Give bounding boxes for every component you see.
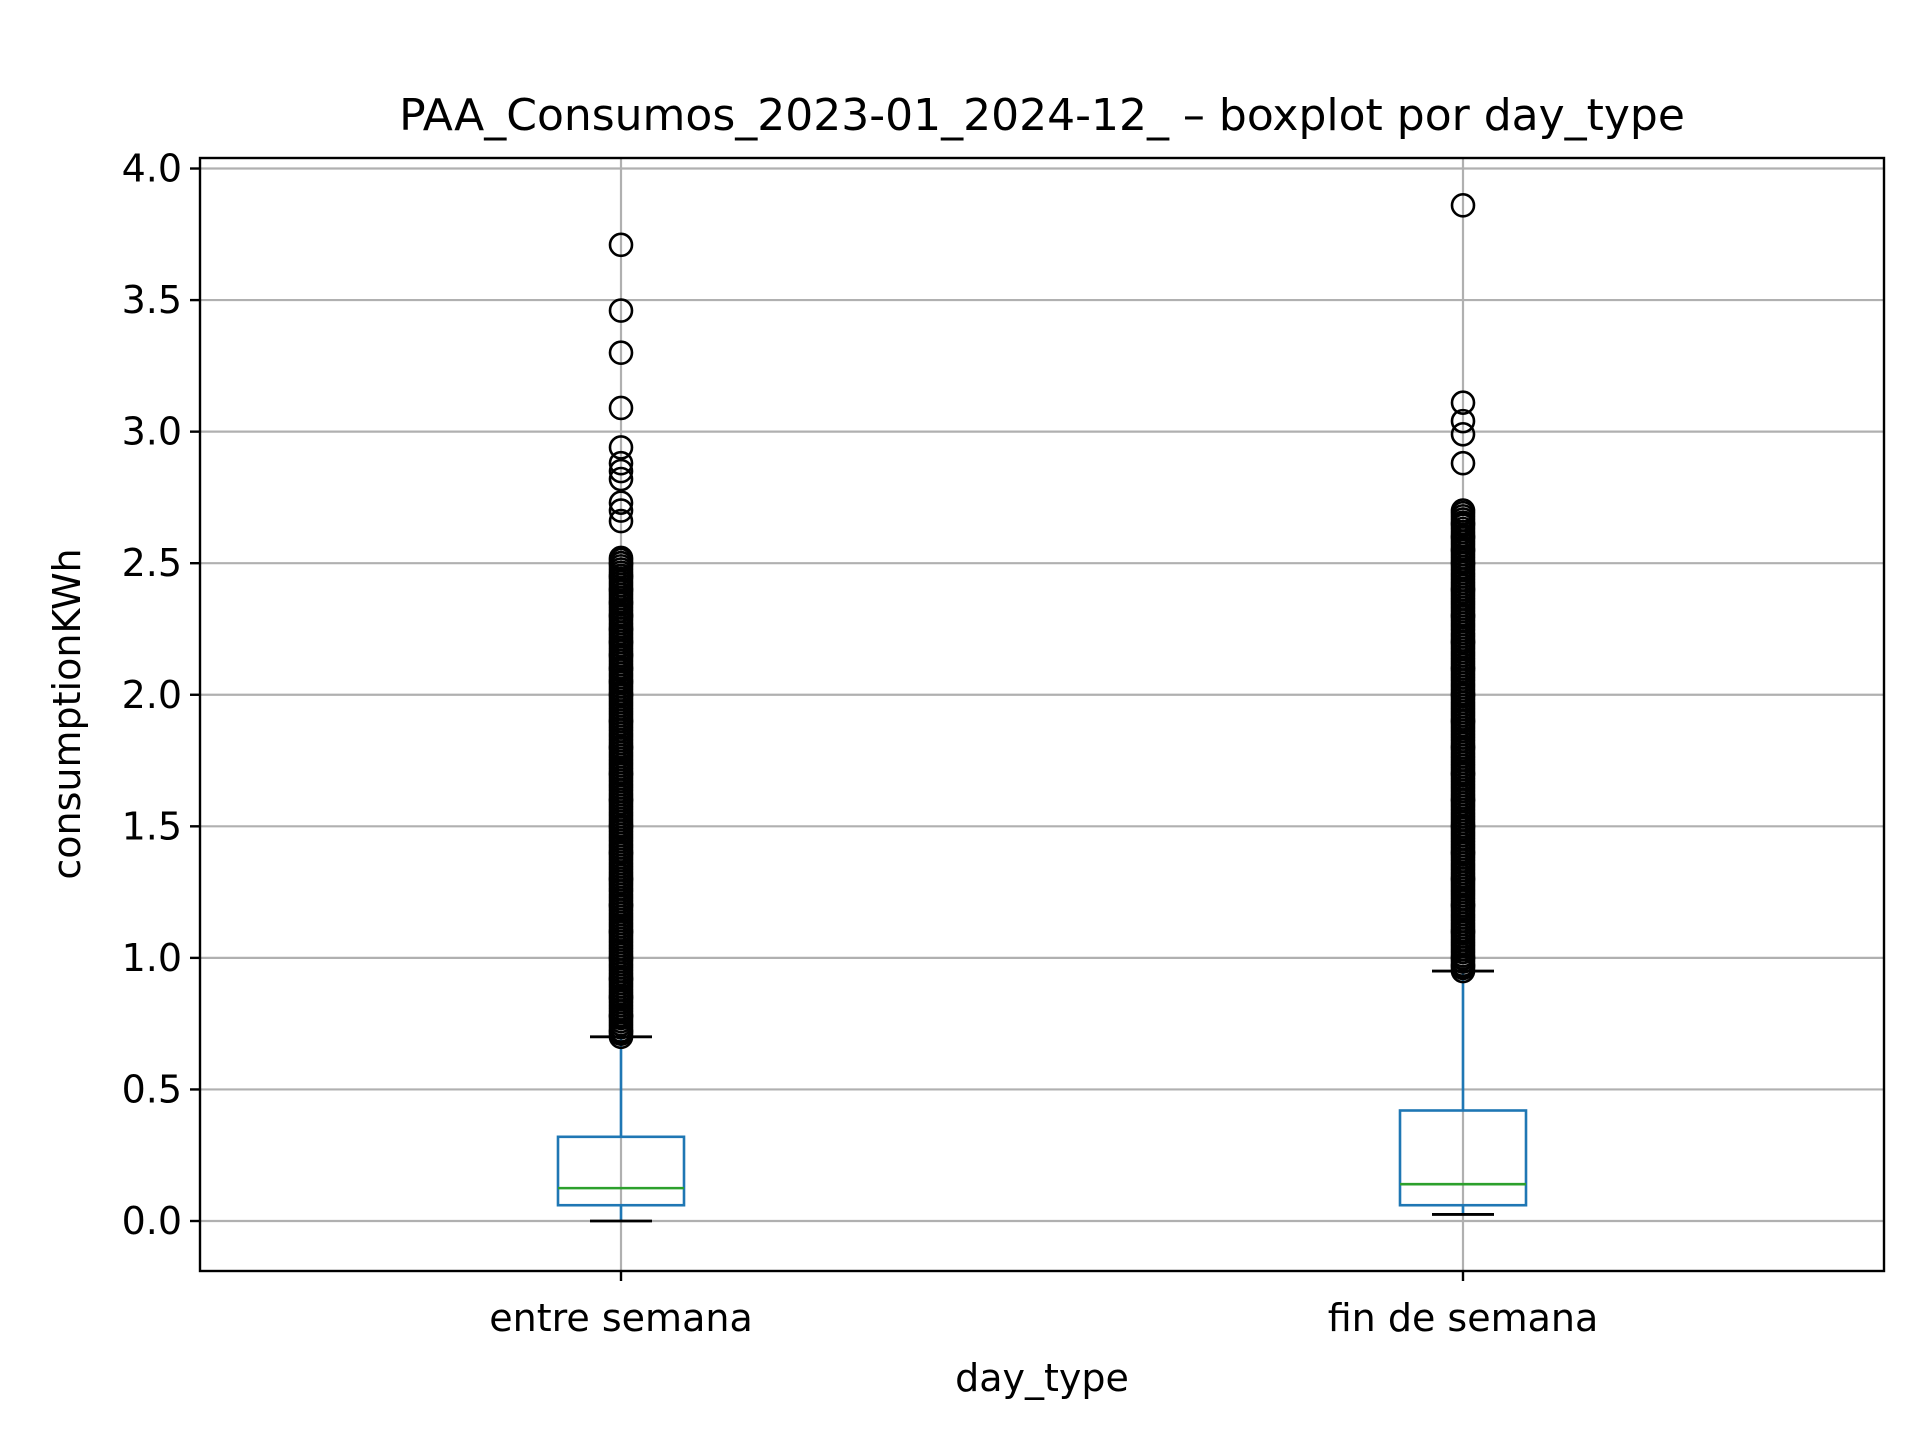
outlier-point bbox=[1450, 193, 1476, 218]
outlier-point bbox=[1450, 450, 1476, 476]
outlier-point bbox=[608, 603, 634, 629]
y-axis-ticks: 0.0 0.5 1.0 1.5 2.0 2.5 3.0 3.5 4.0 bbox=[122, 147, 200, 1243]
outlier-point bbox=[608, 1019, 634, 1044]
outlier-point bbox=[1450, 892, 1476, 918]
outlier-point bbox=[608, 395, 634, 421]
outlier-point bbox=[608, 298, 634, 323]
outlier-point bbox=[1450, 498, 1476, 523]
outlier-point bbox=[608, 787, 634, 813]
outlier-point bbox=[608, 840, 634, 865]
outlier-point bbox=[608, 498, 634, 523]
outlier-point bbox=[1450, 421, 1476, 447]
outlier-point bbox=[1450, 840, 1476, 865]
outlier-point bbox=[608, 669, 634, 694]
outlier-point bbox=[608, 708, 634, 734]
y-tick-label: 3.5 bbox=[122, 278, 182, 322]
outlier-point bbox=[608, 866, 634, 892]
outlier-point bbox=[608, 1003, 634, 1029]
outlier-point bbox=[1450, 919, 1476, 944]
x-axis-label: day_type bbox=[955, 1356, 1129, 1400]
outlier-point bbox=[1450, 787, 1476, 813]
outlier-point bbox=[608, 945, 634, 971]
outlier-point bbox=[608, 892, 634, 918]
y-tick-label: 0.5 bbox=[122, 1067, 182, 1111]
boxes bbox=[556, 969, 1528, 1223]
box-fin-de-semana bbox=[1398, 969, 1528, 1216]
y-tick-label: 1.5 bbox=[122, 804, 182, 848]
outlier-point bbox=[608, 340, 634, 366]
y-tick-label: 2.5 bbox=[122, 541, 182, 585]
outlier-point bbox=[608, 577, 634, 602]
outlier-point bbox=[608, 814, 634, 839]
outlier-point bbox=[1450, 682, 1476, 708]
outlier-point bbox=[608, 656, 634, 681]
outlier-point bbox=[1450, 814, 1476, 839]
outlier-point bbox=[608, 642, 634, 668]
outlier-point bbox=[608, 435, 634, 460]
y-tick-label: 0.0 bbox=[122, 1199, 182, 1243]
y-tick-label: 1.0 bbox=[122, 936, 182, 980]
y-tick-label: 3.0 bbox=[122, 410, 182, 454]
outlier-point bbox=[608, 458, 634, 484]
outlier-point bbox=[1450, 953, 1476, 979]
outlier-point bbox=[608, 450, 634, 476]
outlier-point bbox=[608, 919, 634, 944]
x-tick-label: entre semana bbox=[489, 1296, 752, 1340]
outlier-point bbox=[608, 616, 634, 642]
outlier-point bbox=[1450, 577, 1476, 602]
outlier-point bbox=[1450, 945, 1476, 971]
outlier-point bbox=[608, 232, 634, 258]
outlier-point bbox=[608, 466, 634, 492]
outlier-point bbox=[1450, 866, 1476, 892]
y-tick-label: 2.0 bbox=[122, 673, 182, 717]
outlier-group bbox=[608, 232, 634, 1050]
outlier-point bbox=[608, 590, 634, 615]
outlier-point bbox=[1450, 537, 1476, 563]
outlier-point bbox=[1450, 708, 1476, 734]
y-axis-label: consumptionKWh bbox=[45, 548, 89, 879]
x-axis-ticks: entre semana fin de semana bbox=[489, 1271, 1598, 1340]
outlier-point bbox=[608, 735, 634, 760]
outlier-point bbox=[608, 508, 634, 534]
outlier-group bbox=[1450, 193, 1476, 984]
outlier-point bbox=[608, 985, 634, 1010]
outliers bbox=[608, 193, 1476, 1050]
x-tick-label: fin de semana bbox=[1328, 1296, 1599, 1340]
iqr-box bbox=[556, 1135, 686, 1207]
outlier-point bbox=[1450, 761, 1476, 787]
outlier-point bbox=[608, 564, 634, 589]
box-entre-semana bbox=[556, 1035, 686, 1223]
chart-title: PAA_Consumos_2023-01_2024-12_ – boxplot … bbox=[399, 90, 1685, 141]
outlier-point bbox=[608, 761, 634, 787]
grid-lines bbox=[200, 158, 1884, 1271]
outlier-point bbox=[1450, 524, 1476, 550]
outlier-point bbox=[1450, 735, 1476, 760]
outlier-point bbox=[608, 682, 634, 708]
outlier-point bbox=[1450, 603, 1476, 629]
outlier-point bbox=[608, 545, 634, 571]
outlier-point bbox=[608, 629, 634, 655]
outlier-point bbox=[1450, 511, 1476, 537]
outlier-point bbox=[1450, 629, 1476, 655]
outlier-point bbox=[1450, 390, 1476, 416]
plot-frame bbox=[198, 156, 1886, 1273]
iqr-box bbox=[1398, 1109, 1528, 1207]
outlier-point bbox=[1450, 408, 1476, 434]
outlier-point bbox=[1450, 550, 1476, 576]
outlier-point bbox=[608, 490, 634, 515]
outlier-point bbox=[1450, 656, 1476, 681]
y-tick-label: 4.0 bbox=[122, 147, 182, 191]
